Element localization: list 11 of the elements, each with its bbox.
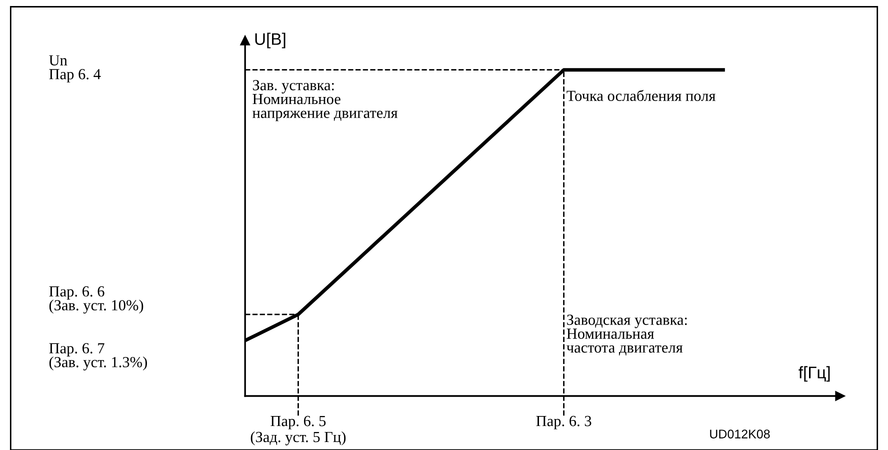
x-tick-label: Пар. 6. 5 (Зад. уст. 5 Гц) xyxy=(250,416,346,446)
annotation: Зав. уставка: Номинальное напряжение двигателя xyxy=(252,80,398,122)
x-axis-title: f[Гц] xyxy=(798,366,830,382)
text: Un Пар 6. 4 xyxy=(49,55,101,82)
text: Пар. 6. 7 (Зав. уст. 1.3%) xyxy=(49,343,147,370)
annotation: Заводская уставка: Номинальная частота двигателя xyxy=(566,314,687,356)
text: UD012K08 xyxy=(710,430,770,438)
annotation: Точка ослабления поля xyxy=(566,90,716,102)
x-tick-label: Пар. 6. 3 xyxy=(536,416,592,430)
y-axis-title: U[В] xyxy=(255,32,286,48)
text: Пар. 6. 6 (Зав. уст. 10%) xyxy=(49,286,144,314)
